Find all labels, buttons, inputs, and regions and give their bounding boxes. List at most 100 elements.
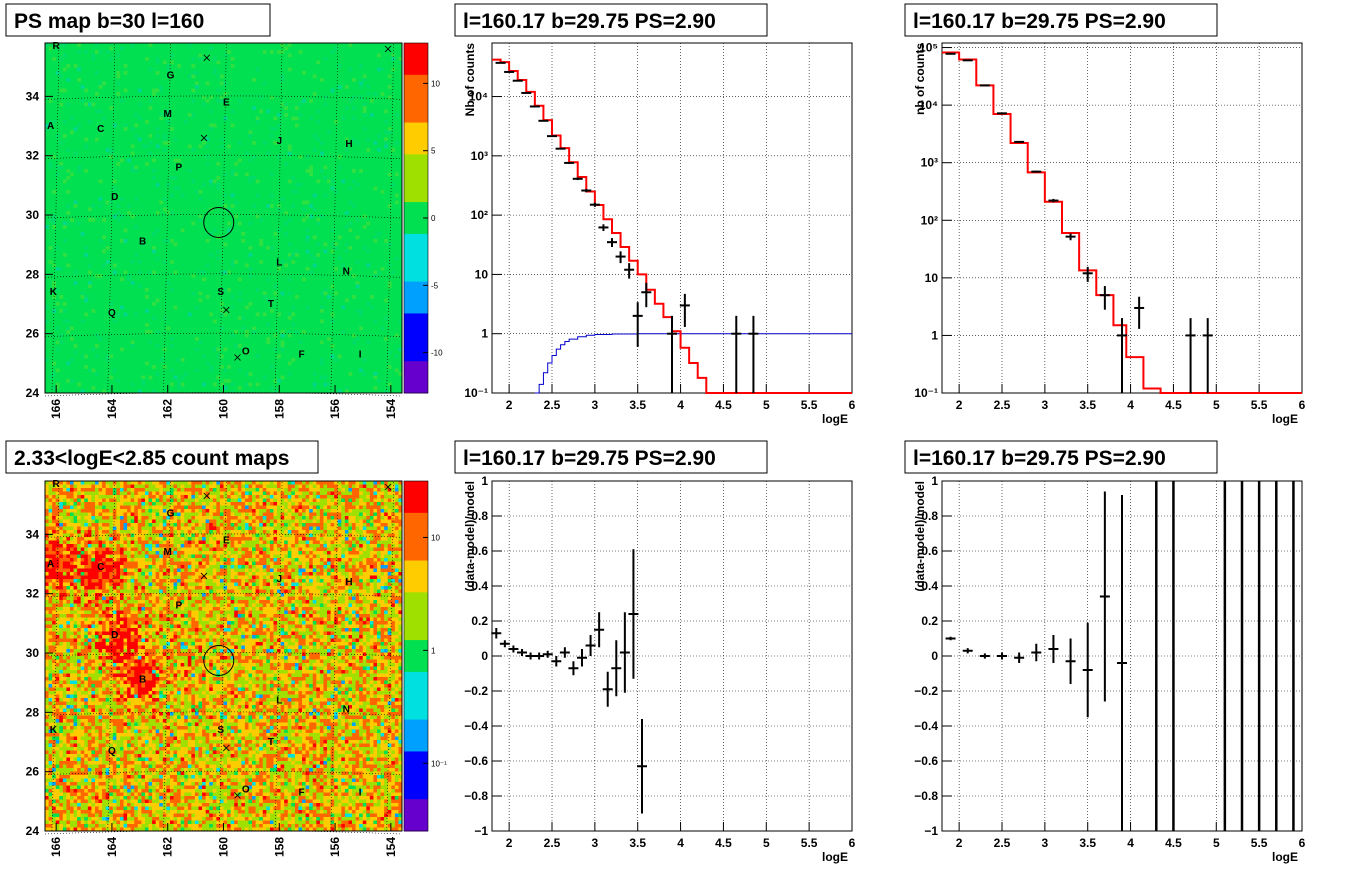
map-cell: [177, 596, 181, 601]
map-cell: [119, 565, 124, 569]
map-cell: [241, 316, 246, 320]
map-cell: [69, 670, 74, 674]
map-cell: [87, 502, 92, 506]
map-cell: [155, 754, 160, 758]
map-cell: [98, 603, 103, 608]
map-cell: [166, 778, 171, 783]
map-cell: [294, 249, 299, 254]
map-cell: [152, 757, 156, 762]
map-cell: [119, 789, 124, 793]
map-cell: [152, 495, 156, 499]
map-cell: [244, 330, 249, 334]
map-cell: [162, 820, 167, 825]
map-cell: [112, 610, 117, 615]
map-cell: [141, 544, 146, 548]
map-cell: [152, 754, 156, 758]
map-cell: [130, 736, 135, 741]
map-cell: [169, 488, 174, 492]
map-cell: [98, 81, 103, 86]
map-cell: [116, 312, 121, 317]
map-cell: [137, 498, 142, 503]
map-cell: [173, 270, 178, 275]
map-cell: [173, 603, 178, 608]
map-cell: [127, 799, 131, 804]
map-cell: [91, 642, 96, 646]
map-cell: [84, 680, 89, 685]
map-cell: [77, 603, 81, 608]
map-cell: [105, 729, 110, 734]
map-cell: [109, 712, 114, 716]
map-cell: [166, 687, 171, 692]
map-cell: [169, 757, 174, 762]
map-cell: [62, 544, 67, 548]
map-cell: [80, 481, 85, 485]
map-cell: [73, 491, 78, 496]
map-cell: [91, 568, 96, 573]
map-cell: [130, 684, 135, 688]
map-cell: [94, 488, 99, 492]
map-cell: [155, 484, 160, 489]
map-cell: [130, 803, 135, 807]
map-cell: [80, 663, 85, 667]
map-cell: [144, 551, 149, 555]
map-cell: [319, 340, 324, 345]
map-cell: [130, 747, 135, 751]
map-cell: [84, 642, 89, 646]
map-cell: [55, 708, 60, 713]
map-cell: [69, 799, 74, 804]
map-cell: [123, 488, 128, 492]
map-cell: [127, 526, 131, 531]
map-cell: [116, 579, 121, 583]
map-cell: [80, 582, 85, 587]
map-cell: [144, 533, 149, 538]
map-cell: [177, 526, 181, 531]
map-cell: [52, 761, 57, 765]
map-cell: [177, 572, 181, 576]
map-cell: [269, 365, 274, 369]
map-cell: [148, 757, 153, 762]
map-cell: [80, 631, 85, 636]
map-cell: [134, 530, 139, 534]
map-cell: [80, 817, 85, 821]
map-cell: [169, 635, 174, 639]
map-cell: [137, 600, 142, 604]
map-cell: [105, 50, 110, 54]
map-cell: [137, 537, 142, 541]
map-cell: [91, 698, 96, 702]
map-cell: [123, 502, 128, 506]
map-cell: [98, 743, 103, 748]
map-cell: [134, 621, 139, 625]
map-cell: [123, 785, 128, 790]
map-cell: [130, 729, 135, 734]
map-cell: [105, 516, 110, 520]
map-cell: [180, 358, 185, 362]
map-cell: [127, 645, 131, 650]
map-cell: [148, 817, 153, 821]
map-cell: [369, 295, 374, 299]
map-cell: [45, 551, 49, 555]
map-cell: [352, 204, 356, 208]
map-cell: [48, 691, 53, 695]
map-cell: [62, 575, 67, 580]
map-cell: [148, 568, 153, 573]
map-cell: [294, 295, 299, 299]
map-cell: [387, 365, 392, 369]
map-cell: [137, 708, 142, 713]
map-cell: [77, 638, 81, 643]
map-cell: [55, 614, 60, 618]
map-cell: [116, 71, 121, 75]
map-cell: [162, 729, 167, 734]
map-cell: [116, 768, 121, 772]
map-cell: [48, 218, 53, 222]
map-cell: [109, 582, 114, 587]
map-cell: [84, 775, 89, 779]
map-cell: [116, 547, 121, 552]
map-cell: [209, 253, 214, 257]
map-cell: [137, 544, 142, 548]
map-cell: [94, 810, 99, 814]
map-cell: [52, 617, 57, 622]
map-cell: [141, 502, 146, 506]
map-cell: [102, 827, 106, 832]
map-cell: [69, 677, 74, 681]
map-cell: [109, 652, 114, 657]
